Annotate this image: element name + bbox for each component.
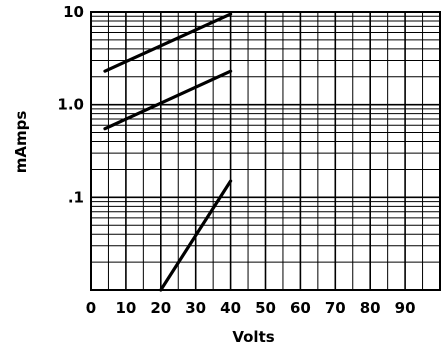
x-tick-label: 0 — [86, 299, 96, 317]
x-tick-label: 30 — [185, 299, 206, 317]
chart-series — [103, 12, 233, 292]
x-tick-labels: 0 10 20 30 40 50 60 70 80 90 — [86, 299, 416, 317]
x-tick-label: 60 — [290, 299, 311, 317]
series-line-3 — [159, 179, 233, 292]
y-tick-label: .1 — [68, 188, 84, 206]
x-axis-label: Volts — [232, 328, 274, 346]
y-tick-label: 10 — [63, 3, 84, 21]
chart-grid — [90, 12, 441, 291]
x-tick-label: 20 — [150, 299, 171, 317]
plot-frame — [90, 11, 441, 291]
y-tick-labels: 10 1.0 .1 — [57, 3, 84, 206]
y-tick-label: 1.0 — [57, 96, 84, 114]
y-axis-label: mAmps — [12, 111, 30, 174]
series-line-2 — [103, 69, 233, 131]
x-tick-label: 90 — [395, 299, 416, 317]
x-tick-label: 50 — [255, 299, 276, 317]
x-tick-label: 70 — [325, 299, 346, 317]
x-tick-label: 40 — [220, 299, 241, 317]
x-tick-label: 10 — [115, 299, 136, 317]
x-tick-label: 80 — [360, 299, 381, 317]
series-line-1 — [103, 12, 233, 73]
